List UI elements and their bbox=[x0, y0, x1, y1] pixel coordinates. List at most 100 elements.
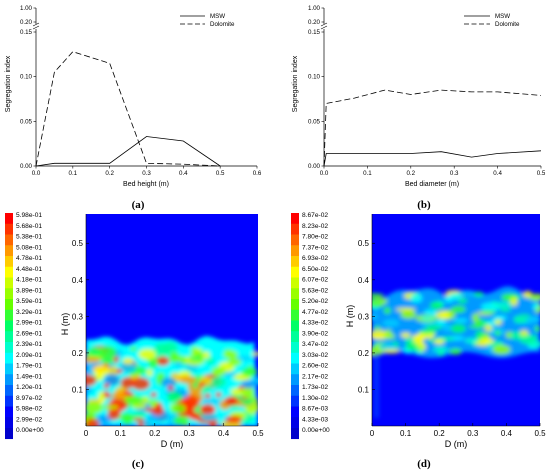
panel-c-field-blob bbox=[206, 356, 215, 365]
panel-c-field-blob bbox=[167, 391, 183, 403]
panel-c-field-blob bbox=[132, 411, 146, 418]
panel-c-field-hotspot bbox=[167, 385, 174, 391]
panel-d-field-blob bbox=[529, 293, 540, 301]
panel-c-field-blob bbox=[129, 346, 137, 351]
colorbar-swatch bbox=[291, 331, 299, 343]
panel-c-field-blob bbox=[178, 375, 197, 384]
panel-d-ytick-label: 0.5 bbox=[358, 239, 370, 248]
panel-d-field-blob bbox=[419, 329, 437, 335]
panel-a-ylabel: Segregation index bbox=[5, 55, 12, 112]
panel-b-xtick-label: 0.0 bbox=[320, 170, 329, 177]
panel-b-ytick-label: 0.15 bbox=[308, 29, 321, 36]
colorbar-swatch bbox=[291, 288, 299, 300]
panel-d-xtick-label: 0.5 bbox=[534, 429, 546, 438]
panel-c-ytick-label: 0.4 bbox=[72, 276, 84, 285]
colorbar-label: 8.23e-02 bbox=[302, 223, 328, 230]
panel-d-field-blob bbox=[468, 324, 483, 329]
colorbar-label: 6.50e-02 bbox=[302, 266, 328, 273]
panel-c-field-hotspot bbox=[150, 392, 157, 398]
panel-c-field-blob bbox=[95, 414, 112, 425]
panel-d-field-blob bbox=[405, 347, 425, 351]
panel-c-field-blob bbox=[195, 348, 203, 353]
panel-b-ytick-label: 0.05 bbox=[308, 118, 321, 125]
panel-a-xtick-label: 0.2 bbox=[105, 170, 114, 177]
colorbar-label: 5.20e-02 bbox=[302, 298, 328, 305]
panel-c-field-hotspot bbox=[127, 391, 134, 397]
panel-a-ytick-label: 0.15 bbox=[20, 29, 33, 36]
panel-d-ytick-label: 0.3 bbox=[358, 312, 370, 321]
colorbar-label: 8.67e-03 bbox=[302, 406, 328, 413]
colorbar-swatch bbox=[291, 406, 299, 418]
panel-c-field-blob bbox=[86, 401, 103, 414]
panel-c-xtick-label: 0 bbox=[84, 429, 89, 438]
panel-d-field-blob bbox=[449, 292, 462, 301]
colorbar-label: 6.07e-02 bbox=[302, 277, 328, 284]
panel-c-field-blob bbox=[138, 348, 157, 360]
panel-b-xlabel: Bed diameter (m) bbox=[405, 181, 459, 188]
panel-c-field-hotspot bbox=[156, 402, 162, 408]
panel-d-ytick-label: 0.4 bbox=[358, 276, 370, 285]
colorbar-label: 3.29e-01 bbox=[16, 309, 42, 316]
panel-d-field-blob bbox=[400, 310, 417, 319]
colorbar-swatch bbox=[291, 245, 299, 257]
panel-c-bed bbox=[86, 335, 258, 426]
colorbar-swatch bbox=[291, 309, 299, 321]
colorbar-label: 1.20e-01 bbox=[16, 384, 42, 391]
colorbar-label: 4.33e-03 bbox=[302, 416, 328, 423]
panel-d-field-blob bbox=[526, 317, 540, 322]
colorbar-label: 4.33e-02 bbox=[302, 320, 328, 327]
colorbar-label: 2.17e-02 bbox=[302, 373, 328, 380]
panel-a-xtick-label: 0.5 bbox=[216, 170, 225, 177]
panel-d: 8.67e-02 8.23e-02 7.80e-02 7.37e-02 6.93e-02… bbox=[291, 212, 546, 470]
panel-d-field-blob bbox=[383, 333, 396, 339]
panel-d-field-hotspot bbox=[400, 332, 411, 338]
panel-d-field-blob bbox=[534, 325, 540, 332]
panel-a-ytick-label: 0.05 bbox=[20, 118, 33, 125]
panel-a-axis-break-mark bbox=[32, 25, 40, 30]
panel-c-field-blob bbox=[101, 356, 114, 365]
panel-d-xtick-label: 0 bbox=[370, 429, 375, 438]
colorbar-label: 4.78e-01 bbox=[16, 255, 42, 262]
panel-c-field-blob bbox=[86, 418, 100, 426]
panel-c-field-hotspot bbox=[204, 393, 211, 399]
panel-b-xtick-label: 0.2 bbox=[406, 170, 415, 177]
colorbar-swatch bbox=[291, 299, 299, 311]
colorbar-label: 3.89e-01 bbox=[16, 287, 42, 294]
panel-a-label: (a) bbox=[132, 199, 145, 211]
panel-c-field-hotspot bbox=[103, 391, 110, 397]
colorbar-swatch bbox=[5, 363, 13, 375]
panel-c-field-blob bbox=[122, 358, 134, 364]
panel-c-field-blob bbox=[251, 352, 258, 356]
colorbar-label: 4.18e-01 bbox=[16, 277, 42, 284]
panel-d-field-blob bbox=[480, 310, 497, 314]
panel-b: 0.0 0.1 0.2 0.3 0.4 0.5 0.00 0.05 0.10 0.15 0.20 1… bbox=[292, 5, 546, 211]
panel-c-field-blob bbox=[86, 374, 97, 387]
panel-d-field-blob bbox=[382, 349, 401, 354]
panel-a-xtick-label: 0.4 bbox=[179, 170, 188, 177]
panel-b-ytick-label: 0.00 bbox=[308, 163, 321, 170]
panel-d-ytick-label: 0.2 bbox=[358, 349, 370, 358]
panel-c-field-blob bbox=[169, 352, 181, 363]
panel-c-field-blob bbox=[156, 356, 170, 366]
panel-a-xtick-label: 0.6 bbox=[253, 170, 262, 177]
colorbar-swatch bbox=[5, 256, 13, 268]
colorbar-label: 8.67e-02 bbox=[302, 212, 328, 219]
panel-d-field-blob bbox=[451, 305, 466, 313]
colorbar-label: 2.39e-01 bbox=[16, 341, 42, 348]
colorbar-label: 3.90e-02 bbox=[302, 330, 328, 337]
colorbar-swatch bbox=[5, 309, 13, 321]
panel-c-field-blob bbox=[146, 368, 153, 377]
panel-d-field-blob bbox=[395, 307, 416, 312]
colorbar-label: 5.63e-02 bbox=[302, 287, 328, 294]
colorbar-label: 5.68e-01 bbox=[16, 223, 42, 230]
panel-c-field-blob bbox=[133, 417, 145, 422]
panel-b-ytick-label: 0.20 bbox=[308, 19, 321, 26]
panel-a-ytick-label: 0.20 bbox=[20, 19, 33, 26]
colorbar-swatch bbox=[5, 245, 13, 257]
colorbar-swatch bbox=[291, 256, 299, 268]
colorbar-swatch bbox=[5, 288, 13, 300]
panel-d-field-blob bbox=[475, 330, 484, 340]
panel-c-field-blob bbox=[200, 414, 219, 421]
panel-c-xtick-label: 0.5 bbox=[252, 429, 264, 438]
